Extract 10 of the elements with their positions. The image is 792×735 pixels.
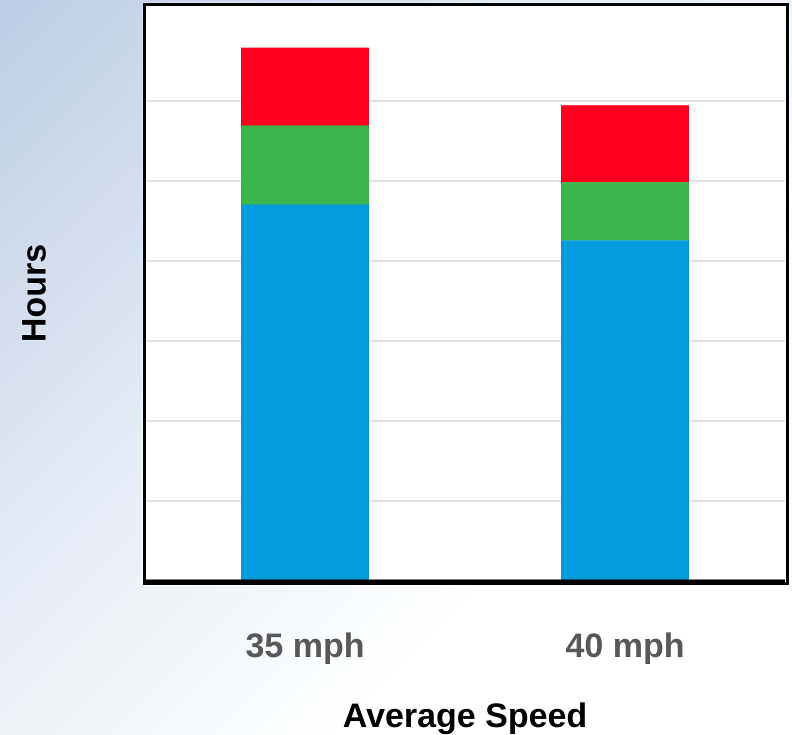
bar: [561, 240, 689, 581]
bar: [561, 182, 689, 240]
bar: [561, 105, 689, 182]
x-axis-title: Average Speed: [342, 697, 588, 735]
bar: [241, 126, 369, 204]
bar: [241, 204, 369, 581]
x-tick-label: 40 mph: [565, 627, 685, 666]
x-tick-label: 35 mph: [245, 627, 365, 666]
y-axis-title: Hours: [16, 244, 54, 342]
bar: [241, 48, 369, 126]
